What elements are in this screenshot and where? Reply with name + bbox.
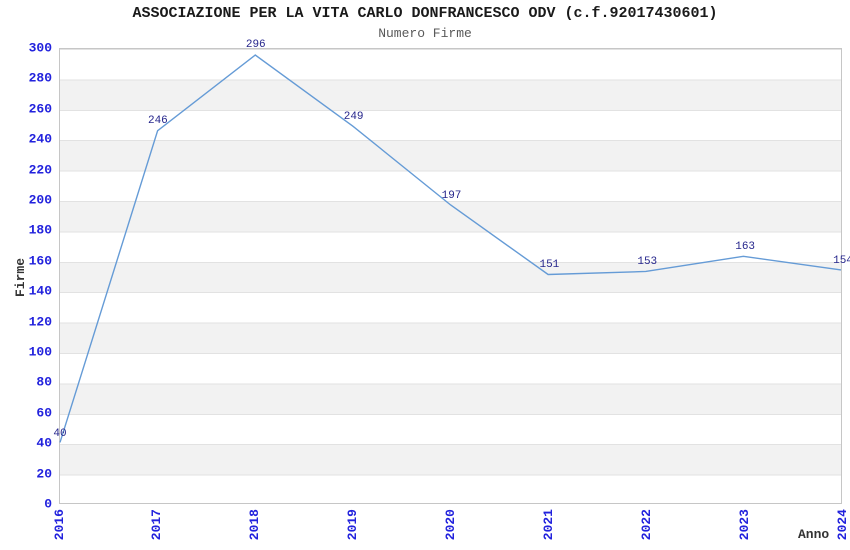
x-tick-label: 2022 [638, 509, 654, 541]
y-tick-label: 40 [36, 435, 52, 451]
data-line [59, 54, 842, 443]
x-tick-label: 2024 [834, 509, 850, 541]
y-tick-label: 100 [28, 344, 52, 360]
y-tick-label: 300 [28, 40, 52, 56]
y-tick-label: 160 [28, 253, 52, 269]
y-tick-label: 180 [28, 222, 52, 238]
y-tick-label: 120 [28, 314, 52, 330]
plot-area: 40 246 296 249 197 151 153 163 154 [53, 39, 850, 504]
chart-subtitle: Numero Firme [378, 26, 472, 41]
y-tick-label: 0 [44, 496, 52, 512]
y-tick-label: 260 [28, 101, 52, 117]
point-label: 154 [833, 254, 850, 267]
x-tick-label: 2020 [443, 509, 458, 541]
y-tick-label: 200 [28, 192, 52, 208]
y-tick-label: 280 [28, 70, 52, 86]
point-label: 153 [637, 256, 658, 269]
point-label: 296 [245, 39, 266, 52]
y-tick-label: 60 [36, 405, 52, 421]
x-tick-label: 2023 [736, 509, 752, 541]
x-tick-label: 2021 [540, 509, 556, 541]
x-tick-label: 2019 [345, 509, 361, 541]
point-label: 249 [343, 110, 364, 123]
y-tick-label: 240 [28, 131, 52, 147]
y-tick-label: 80 [36, 374, 52, 390]
chart-title: ASSOCIAZIONE PER LA VITA CARLO DONFRANCE… [132, 5, 718, 22]
x-tick-label: 2018 [247, 509, 263, 541]
point-label: 246 [147, 115, 168, 128]
x-tick-label: 2017 [149, 509, 165, 541]
point-label: 40 [53, 428, 67, 441]
x-tick-label: 2016 [51, 509, 67, 541]
y-tick-label: 220 [28, 162, 52, 178]
y-tick-label: 20 [36, 466, 52, 482]
point-label: 151 [539, 259, 560, 272]
point-label: 163 [735, 241, 756, 254]
y-tick-label: 140 [28, 283, 52, 299]
data-line-svg [59, 54, 842, 443]
point-label: 197 [441, 189, 462, 202]
x-axis-label: Anno [798, 527, 830, 542]
